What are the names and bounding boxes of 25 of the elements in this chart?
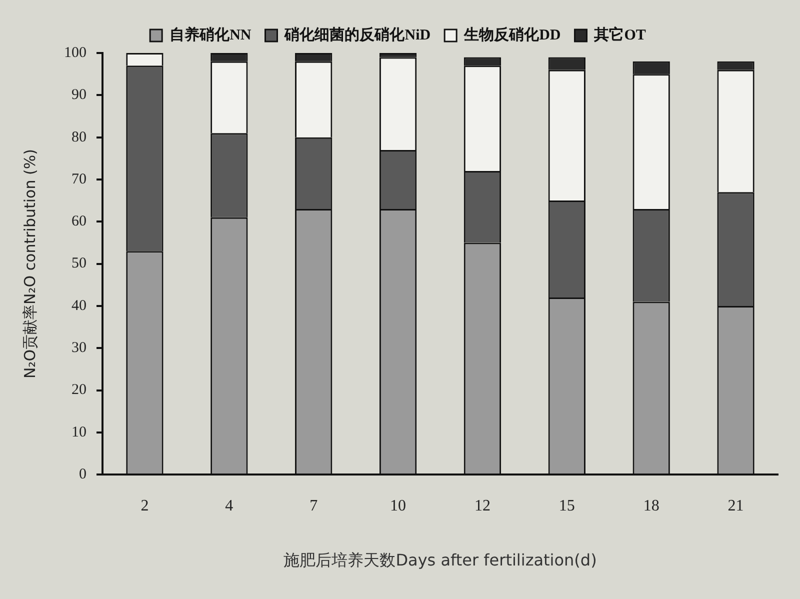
y-axis-title: N₂O贡献率N₂O contribution (%) — [20, 149, 39, 379]
y-tick-label: 10 — [72, 424, 86, 440]
legend-label: 生物反硝化DD — [463, 26, 561, 44]
y-tick-label: 20 — [72, 382, 86, 398]
y-tick-label: 60 — [72, 214, 86, 230]
x-tick-label: 18 — [643, 497, 660, 514]
y-tick-label: 90 — [72, 87, 86, 104]
legend-label: 其它OT — [593, 25, 646, 44]
y-tick-label: 30 — [72, 340, 86, 356]
legend-label: 自养硝化NN — [170, 25, 252, 44]
y-tick-label: 50 — [72, 256, 86, 272]
x-tick-label: 2 — [140, 497, 149, 514]
x-tick-label: 10 — [390, 497, 406, 514]
x-tick-label: 15 — [558, 497, 575, 514]
y-tick-label: 100 — [64, 44, 86, 61]
y-tick-label: 70 — [72, 171, 86, 188]
x-tick-label: 7 — [310, 497, 318, 514]
y-tick-label: 80 — [72, 129, 86, 146]
legend-label: 硝化细菌的反硝化NiD — [284, 26, 431, 44]
x-tick-label: 12 — [474, 497, 490, 514]
y-tick-label: 40 — [72, 298, 86, 314]
x-axis-title: 施肥后培养天数Days after fertilization(d) — [284, 550, 597, 570]
x-tick-label: 21 — [728, 497, 744, 514]
x-tick-label: 4 — [225, 497, 234, 514]
y-tick-label: 0 — [79, 466, 86, 483]
